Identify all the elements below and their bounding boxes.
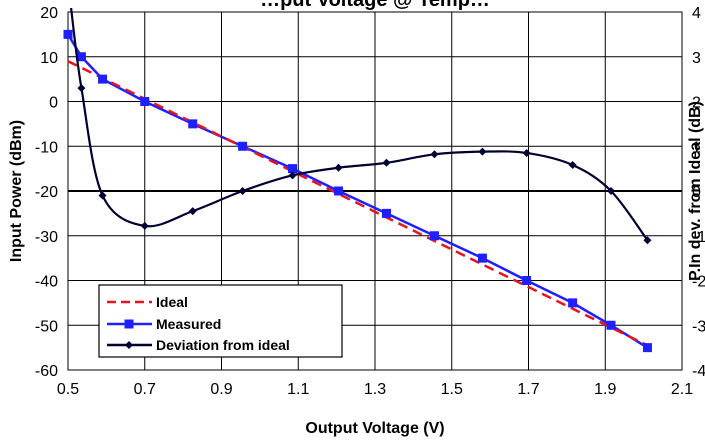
y2-tick-label: -2 [692, 274, 705, 291]
deviation-point [334, 163, 343, 172]
y-tick-label: -10 [35, 139, 58, 156]
deviation-point [288, 171, 297, 180]
deviation-point [238, 187, 247, 195]
y-tick-label: -40 [35, 274, 58, 291]
measured-point [429, 231, 439, 241]
measured-point [98, 74, 108, 84]
deviation-point [643, 236, 652, 245]
measured-point [63, 29, 73, 39]
legend-label: Ideal [156, 294, 188, 310]
measured-point [642, 343, 652, 353]
y-tick-label: -20 [35, 184, 58, 201]
measured-point [477, 253, 487, 263]
x-tick-label: 1.1 [287, 381, 309, 398]
deviation-point [568, 161, 577, 170]
x-tick-label: 1.7 [517, 381, 539, 398]
y2-tick-label: -4 [692, 363, 705, 380]
measured-point [188, 119, 198, 129]
measured-point [140, 97, 150, 106]
deviation-point [140, 221, 149, 230]
legend-label: Measured [156, 316, 221, 332]
measured-point [382, 208, 392, 218]
y-tick-label: 0 [49, 95, 58, 112]
deviation-point [77, 84, 86, 93]
measured-point [287, 164, 297, 174]
y2-tick-label: 3 [692, 50, 701, 67]
x-tick-label: 2.1 [671, 381, 693, 398]
measured-point [522, 276, 532, 285]
legend-marker [124, 319, 134, 329]
deviation-point [522, 148, 531, 157]
measured-point [76, 52, 86, 62]
series-line-ideal [67, 60, 649, 347]
y2-axis-title: P.In dev. from Ideal (dB) [687, 101, 704, 281]
y2-tick-label: 0 [692, 184, 701, 201]
y2-tick-label: -1 [692, 229, 705, 246]
measured-point [606, 320, 616, 330]
y-tick-label: 10 [40, 50, 58, 67]
x-tick-label: 1.5 [441, 381, 463, 398]
deviation-point [188, 207, 197, 216]
legend: Ideal Measured Deviation from ideal [98, 284, 343, 358]
legend-marker [125, 341, 133, 349]
chart-title: …put Voltage @ Temp… [260, 0, 490, 11]
y2-tick-label: 1 [692, 139, 701, 156]
y2-tick-label: 2 [692, 95, 701, 112]
deviation-point [382, 158, 391, 167]
y2-tick-label: -3 [692, 318, 705, 335]
series-layer [63, 7, 652, 353]
x-tick-label: 0.7 [134, 381, 156, 398]
deviation-point [607, 187, 616, 195]
measured-point [568, 298, 578, 308]
y-axis-title: Input Power (dBm) [8, 120, 25, 262]
deviation-point [430, 150, 439, 159]
measured-point [334, 186, 344, 196]
x-tick-label: 0.9 [210, 381, 232, 398]
tick-labels: 0.5 0.7 0.9 1.1 1.3 1.5 1.7 1.9 2.120100-10-20-3… [35, 5, 705, 398]
x-axis-title: Output Voltage (V) [305, 420, 444, 437]
deviation-point [98, 191, 107, 200]
y-tick-label: 20 [40, 5, 58, 22]
deviation-point [478, 147, 487, 156]
x-tick-label: 1.3 [364, 381, 386, 398]
x-tick-label: 1.9 [594, 381, 616, 398]
x-tick-label: 0.5 [57, 381, 79, 398]
legend-label: Deviation from ideal [156, 337, 290, 353]
y-tick-label: -60 [35, 363, 58, 380]
y2-tick-label: 4 [692, 5, 701, 22]
y-tick-label: -50 [35, 318, 58, 335]
y-tick-label: -30 [35, 229, 58, 246]
measured-point [238, 141, 248, 151]
